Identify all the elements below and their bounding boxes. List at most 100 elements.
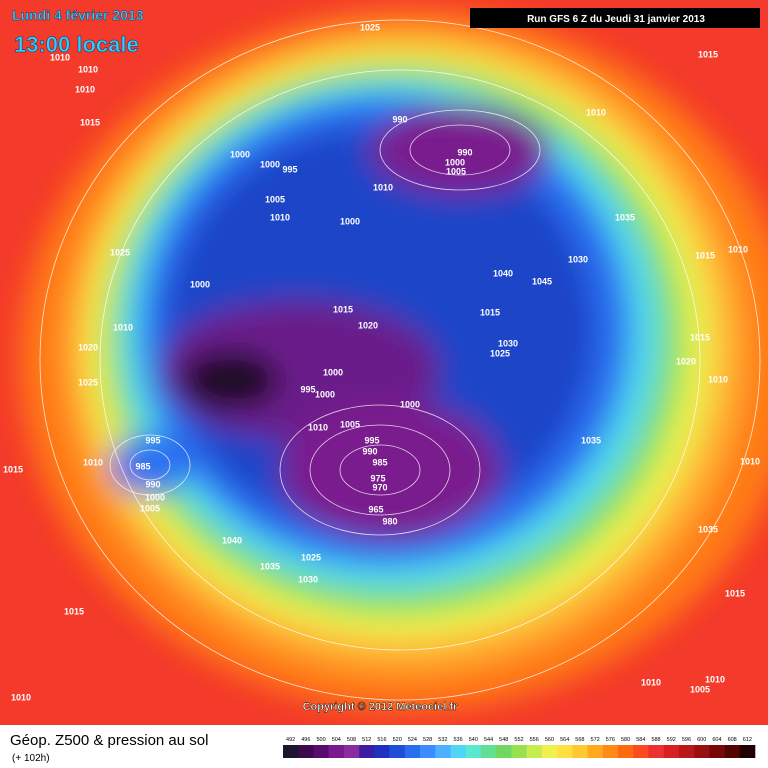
colorbar-swatch	[511, 745, 527, 758]
pressure-label: 975	[370, 473, 385, 483]
pressure-label: 1015	[698, 49, 718, 59]
colorbar-tick-label: 552	[514, 737, 523, 743]
pressure-label: 1035	[581, 435, 601, 445]
pressure-label: 1015	[80, 117, 100, 127]
pressure-label: 1035	[698, 524, 718, 534]
pressure-label: 985	[135, 461, 150, 471]
pressure-label: 1010	[740, 456, 760, 466]
colorbar-swatch	[572, 745, 588, 758]
colorbar-swatch	[557, 745, 573, 758]
colorbar-swatch	[450, 745, 467, 758]
pressure-label: 1010	[308, 422, 328, 432]
pressure-label: 970	[372, 482, 387, 492]
colorbar-tick-label: 528	[423, 737, 432, 743]
pressure-label: 1045	[532, 276, 552, 286]
pressure-label: 1000	[260, 159, 280, 169]
pressure-label: 1020	[78, 342, 98, 352]
colorbar-tick-label: 492	[286, 737, 295, 743]
pressure-label: 1015	[690, 332, 710, 342]
colorbar-tick-label: 580	[621, 737, 630, 743]
colorbar-tick-label: 600	[697, 737, 706, 743]
colorbar-swatch	[298, 745, 314, 758]
pressure-label: 1020	[676, 356, 696, 366]
footer-lead: (+ 102h)	[12, 753, 50, 764]
colorbar-swatch	[617, 745, 634, 758]
pressure-label: 1005	[265, 194, 285, 204]
colorbar-tick-label: 588	[651, 737, 660, 743]
colorbar-tick-label: 540	[469, 737, 478, 743]
pressure-label: 1010	[113, 322, 133, 332]
copyright: Copyright © 2012 Meteociel.fr	[303, 701, 459, 713]
pressure-label: 995	[300, 384, 315, 394]
colorbar-tick-label: 508	[347, 737, 356, 743]
pressure-label: 1025	[78, 377, 98, 387]
colorbar-swatch	[724, 745, 741, 758]
pressure-label: 995	[145, 435, 160, 445]
colorbar-swatch	[389, 745, 406, 758]
colorbar-tick-label: 564	[560, 737, 569, 743]
pressure-label: 1010	[50, 52, 70, 62]
colorbar: 492 496 500 504 508 512 516 520 524 528 532 536 540 5…	[283, 737, 756, 758]
pressure-label: 1010	[586, 107, 606, 117]
pressure-label: 990	[362, 446, 377, 456]
pressure-label: 1015	[64, 606, 84, 616]
pressure-label: 1010	[75, 84, 95, 94]
colorbar-tick-label: 572	[591, 737, 600, 743]
colorbar-swatch	[404, 745, 421, 758]
colorbar-swatch	[602, 745, 619, 758]
colorbar-tick-label: 520	[393, 737, 402, 743]
date: Lundi 4 février 2013	[12, 7, 144, 23]
colorbar-tick-label: 576	[606, 737, 615, 743]
colorbar-tick-label: 612	[743, 737, 752, 743]
colorbar-tick-label: 604	[712, 737, 721, 743]
colorbar-swatch	[496, 745, 512, 758]
pressure-label: 1030	[498, 338, 518, 348]
colorbar-tick-label: 496	[301, 737, 310, 743]
colorbar-tick-label: 536	[454, 737, 463, 743]
pressure-label: 980	[382, 516, 397, 526]
colorbar-swatch	[465, 745, 482, 758]
colorbar-swatch	[678, 745, 695, 758]
pressure-label: 1015	[725, 588, 745, 598]
colorbar-swatch	[435, 745, 451, 758]
colorbar-tick-label: 584	[636, 737, 645, 743]
pressure-label: 1000	[323, 367, 343, 377]
colorbar-swatch	[541, 745, 558, 758]
pressure-label: 1020	[358, 320, 378, 330]
colorbar-tick-label: 516	[377, 737, 386, 743]
colorbar-swatch	[587, 745, 604, 758]
colorbar-tick-label: 500	[316, 737, 325, 743]
colorbar-swatch	[374, 745, 390, 758]
colorbar-tick-label: 548	[499, 737, 508, 743]
map-field	[0, 0, 768, 725]
pressure-label: 1040	[493, 268, 513, 278]
colorbar-swatch	[343, 745, 360, 758]
pressure-label: 1025	[490, 348, 510, 358]
colorbar-tick-label: 560	[545, 737, 554, 743]
colorbar-tick-label: 592	[667, 737, 676, 743]
colorbar-swatch	[663, 745, 680, 758]
pressure-label: 1010	[641, 677, 661, 687]
pressure-label: 995	[282, 164, 297, 174]
pressure-label: 1010	[728, 244, 748, 254]
colorbar-swatch	[313, 745, 329, 758]
colorbar-swatch	[420, 745, 436, 758]
colorbar-tick-label: 504	[332, 737, 341, 743]
pressure-label: 995	[364, 435, 379, 445]
colorbar-tick-label: 608	[728, 737, 737, 743]
pressure-label: 1000	[445, 157, 465, 167]
colorbar-tick-label: 524	[408, 737, 417, 743]
colorbar-swatch	[648, 745, 664, 758]
pressure-label: 1015	[3, 464, 23, 474]
pressure-label: 1040	[222, 535, 242, 545]
pressure-label: 1015	[333, 304, 353, 314]
colorbar-tick-label: 512	[362, 737, 371, 743]
colorbar-swatch	[526, 745, 543, 758]
pressure-label: 1005	[340, 419, 360, 429]
colorbar-tick-label: 544	[484, 737, 493, 743]
colorbar-tick-label: 556	[530, 737, 539, 743]
pressure-label: 1010	[373, 182, 393, 192]
colorbar-swatch	[633, 745, 649, 758]
pressure-label: 1010	[83, 457, 103, 467]
